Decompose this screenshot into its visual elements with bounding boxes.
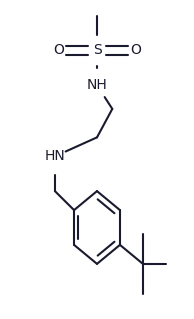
- Text: S: S: [93, 43, 101, 57]
- Text: HN: HN: [45, 149, 65, 163]
- Text: O: O: [53, 43, 64, 57]
- Text: O: O: [130, 43, 141, 57]
- Text: NH: NH: [87, 78, 107, 92]
